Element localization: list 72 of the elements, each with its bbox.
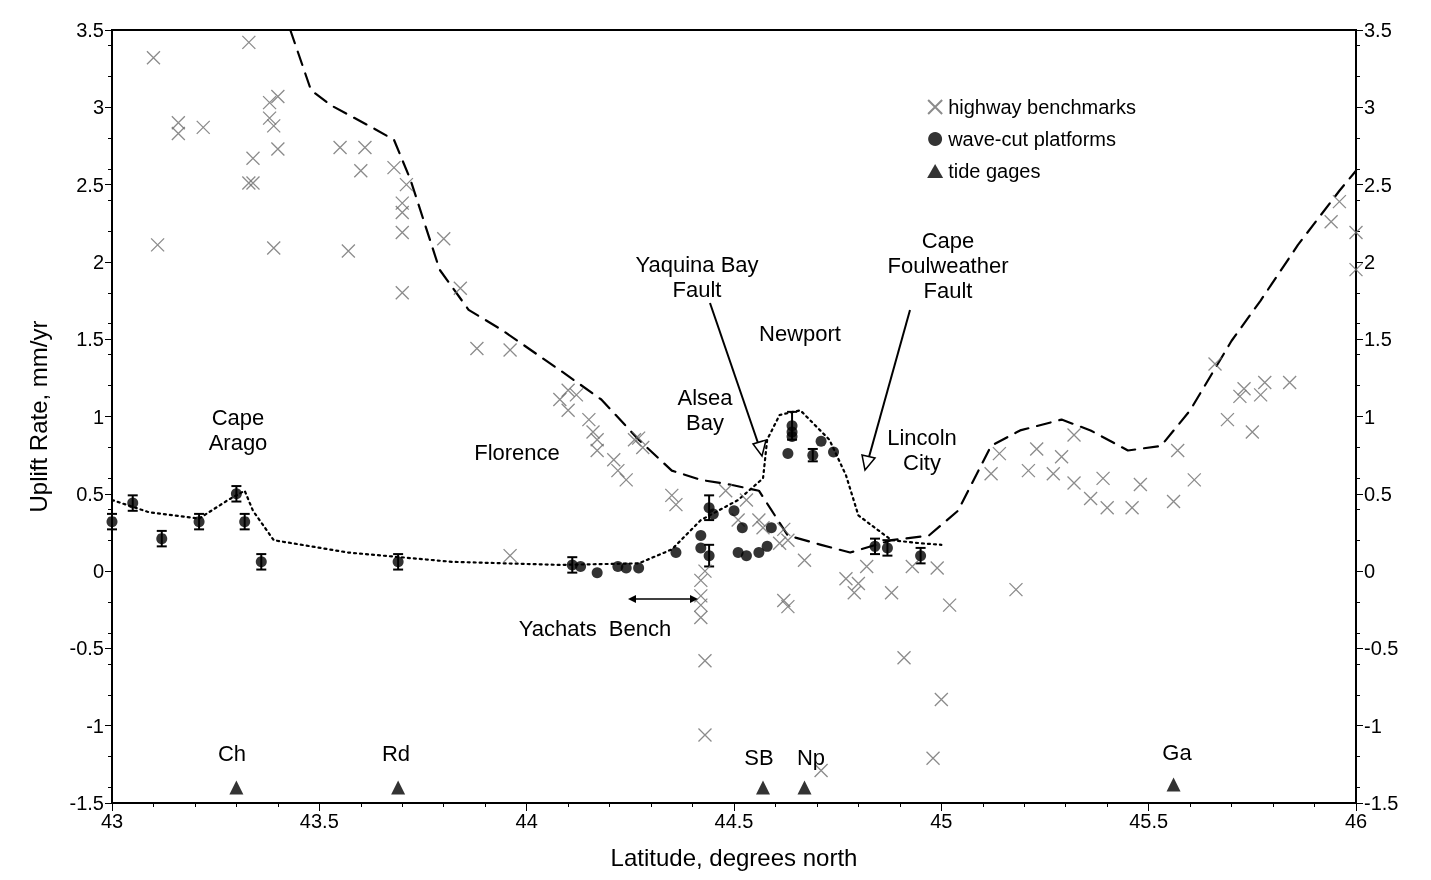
point: [782, 448, 794, 460]
annotation: Lincoln City: [887, 425, 957, 475]
point: [756, 780, 771, 795]
x-tick-label: 43.5: [299, 810, 339, 832]
annotation: Rd: [381, 740, 411, 766]
point: [707, 508, 719, 520]
legend-label: highway benchmarks: [948, 96, 1136, 118]
annotation: Cape Foulweather Fault: [887, 227, 1009, 303]
y-tick-label: 0: [92, 560, 104, 583]
y2-tick-label: -1: [1364, 714, 1382, 737]
point: [786, 431, 798, 443]
annotation: Cape Arago: [208, 405, 268, 455]
point: [740, 550, 752, 562]
point: [1166, 777, 1181, 792]
y-tick-label: 0.5: [76, 482, 104, 505]
y-tick-label: 3: [92, 96, 104, 119]
annotation: Alsea Bay: [677, 385, 734, 435]
point: [633, 562, 645, 574]
y2-tick-label: 1: [1364, 405, 1376, 428]
y2-tick-label: 2.5: [1364, 173, 1392, 196]
point: [391, 780, 406, 795]
annotation: Np: [796, 744, 826, 770]
point: [695, 530, 707, 542]
y-tick-label: 2: [92, 250, 104, 273]
y2-tick-label: 0: [1364, 560, 1376, 583]
annotation: Ga: [1162, 739, 1193, 765]
y2-tick-label: 0.5: [1364, 482, 1392, 505]
point: [815, 435, 827, 447]
point: [703, 550, 715, 562]
annotation: Ch: [217, 740, 247, 766]
y-tick-label: 3.5: [76, 19, 104, 41]
y-tick-label: 1: [92, 405, 104, 428]
annotation: SB: [744, 744, 774, 770]
x-tick-label: 44.5: [714, 810, 754, 832]
annotation: Yaquina Bay Fault: [635, 252, 759, 302]
point: [229, 780, 244, 795]
point: [761, 540, 773, 552]
point: [106, 516, 118, 528]
point: [753, 547, 765, 559]
y2-tick-label: -0.5: [1364, 637, 1399, 660]
x-tick-label: 44: [515, 810, 538, 832]
point: [239, 516, 251, 528]
point: [765, 522, 777, 534]
y-tick-label: -1: [86, 714, 104, 737]
legend-label: tide gages: [948, 160, 1041, 182]
y2-tick-label: 2: [1364, 250, 1376, 273]
x-axis-title: Latitude, degrees north: [610, 843, 858, 871]
point: [620, 562, 632, 574]
x-tick-label: 45.5: [1129, 810, 1169, 832]
point: [156, 533, 168, 545]
annotation: Florence: [474, 439, 560, 465]
y-tick-label: 1.5: [76, 328, 104, 351]
y2-tick-label: 1.5: [1364, 328, 1392, 351]
point: [575, 560, 587, 572]
y-axis-title: Uplift Rate, mm/yr: [24, 320, 52, 513]
point: [828, 446, 840, 458]
point: [695, 542, 707, 554]
legend-label: wave-cut platforms: [947, 128, 1116, 150]
annotation: Newport: [759, 320, 841, 346]
y2-tick-label: 3: [1364, 96, 1376, 119]
y2-tick-label: 3.5: [1364, 19, 1392, 41]
y-tick-label: 2.5: [76, 173, 104, 196]
point: [193, 516, 205, 528]
y-tick-label: -0.5: [69, 637, 104, 660]
annotation: Yachats Bench: [518, 615, 672, 641]
x-tick-label: 45: [930, 810, 953, 832]
point: [736, 522, 748, 534]
point: [591, 567, 603, 579]
point: [728, 505, 740, 517]
point: [915, 550, 927, 562]
point: [670, 547, 682, 559]
point: [797, 780, 812, 795]
